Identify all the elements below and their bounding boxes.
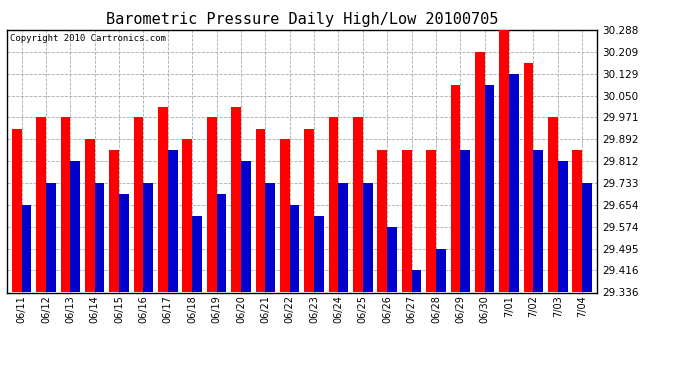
Bar <box>558 161 568 292</box>
Bar <box>168 150 177 292</box>
Bar <box>582 183 592 292</box>
Bar <box>290 205 299 292</box>
Title: Barometric Pressure Daily High/Low 20100705: Barometric Pressure Daily High/Low 20100… <box>106 12 498 27</box>
Bar <box>363 183 373 292</box>
Bar <box>46 183 56 292</box>
Bar <box>338 183 348 292</box>
Bar <box>524 63 533 292</box>
Bar <box>207 117 217 292</box>
Bar <box>411 270 422 292</box>
Bar <box>158 106 168 292</box>
Bar <box>548 117 558 292</box>
Bar <box>266 183 275 292</box>
Bar <box>451 85 460 292</box>
Bar <box>377 150 387 292</box>
Bar <box>134 117 144 292</box>
Bar <box>460 150 470 292</box>
Bar <box>426 150 436 292</box>
Bar <box>119 194 129 292</box>
Bar <box>217 194 226 292</box>
Bar <box>70 161 80 292</box>
Bar <box>509 74 519 292</box>
Bar <box>231 106 241 292</box>
Bar <box>36 117 46 292</box>
Bar <box>85 139 95 292</box>
Bar <box>353 117 363 292</box>
Bar <box>109 150 119 292</box>
Bar <box>436 249 446 292</box>
Bar <box>500 30 509 292</box>
Bar <box>304 129 314 292</box>
Bar <box>144 183 153 292</box>
Bar <box>314 216 324 292</box>
Bar <box>280 139 290 292</box>
Bar <box>21 205 31 292</box>
Bar <box>328 117 338 292</box>
Bar <box>12 129 21 292</box>
Bar <box>573 150 582 292</box>
Text: Copyright 2010 Cartronics.com: Copyright 2010 Cartronics.com <box>10 34 166 43</box>
Bar <box>193 216 202 292</box>
Bar <box>182 139 193 292</box>
Bar <box>95 183 104 292</box>
Bar <box>255 129 266 292</box>
Bar <box>61 117 70 292</box>
Bar <box>484 85 495 292</box>
Bar <box>475 52 484 292</box>
Bar <box>387 227 397 292</box>
Bar <box>533 150 543 292</box>
Bar <box>241 161 250 292</box>
Bar <box>402 150 411 292</box>
